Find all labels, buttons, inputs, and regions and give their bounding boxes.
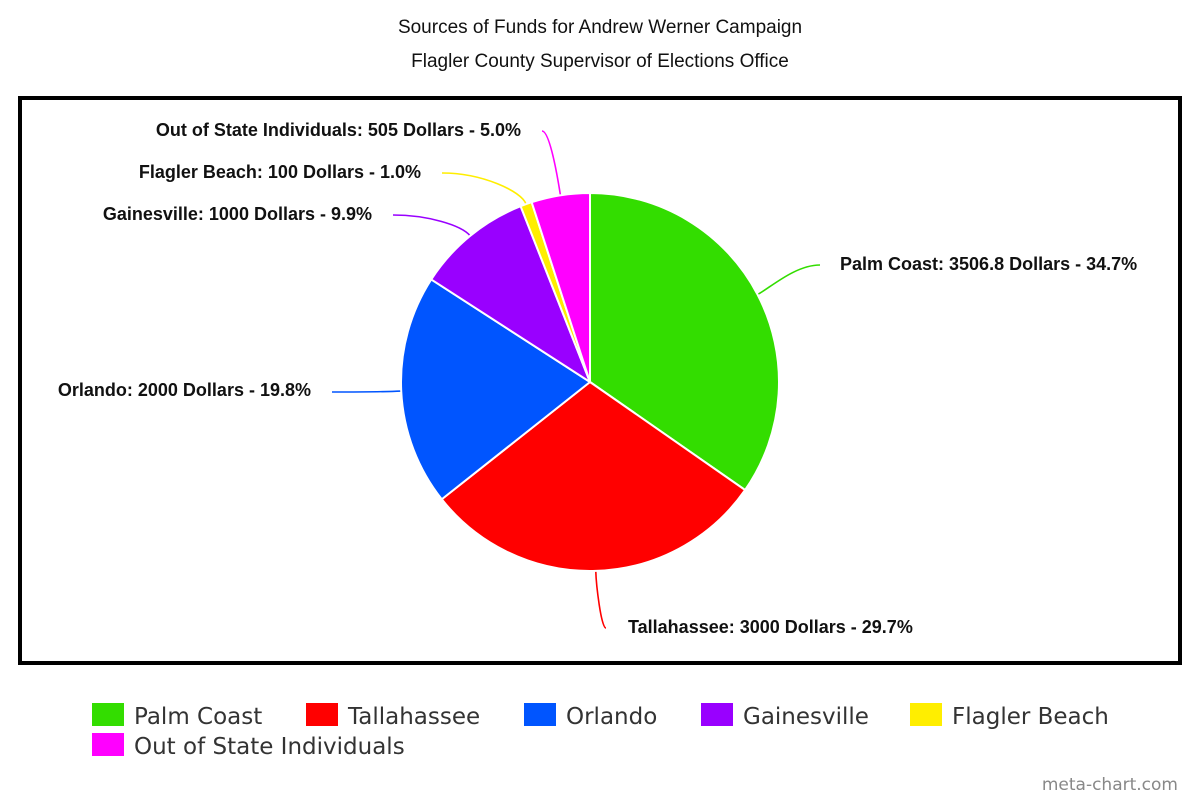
leader-line-orlando	[331, 390, 402, 393]
legend-label: Palm Coast	[134, 704, 262, 730]
legend-label: Flagler Beach	[952, 704, 1109, 730]
pie-slices	[400, 191, 780, 572]
slice-label-tallahassee: Tallahassee: 3000 Dollars - 29.7%	[628, 617, 913, 637]
chart-subtitle: Flagler County Supervisor of Elections O…	[411, 51, 789, 72]
leader-line-flagler-beach	[441, 172, 527, 205]
slice-label-palm-coast: Palm Coast: 3506.8 Dollars - 34.7%	[840, 254, 1137, 274]
legend-swatch	[306, 703, 338, 726]
legend-item-orlando: Orlando	[524, 703, 657, 730]
slice-label-gainesville: Gainesville: 1000 Dollars - 9.9%	[103, 204, 372, 224]
legend-label: Orlando	[566, 704, 657, 730]
pie-slice-tallahassee	[440, 380, 747, 572]
legend-label: Out of State Individuals	[134, 734, 405, 760]
legend-item-flagler-beach: Flagler Beach	[910, 703, 1109, 730]
legend-swatch	[92, 733, 124, 756]
legend-item-tallahassee: Tallahassee	[306, 703, 480, 730]
slice-labels: Palm Coast: 3506.8 Dollars - 34.7% Tallah…	[58, 120, 1137, 637]
legend-swatch	[701, 703, 733, 726]
pie-slice-gainesville	[429, 204, 593, 385]
leader-line-palm-coast	[757, 264, 821, 296]
legend-swatch	[92, 703, 124, 726]
legend-label: Tallahassee	[347, 704, 480, 730]
leader-line-out-of-state-individuals	[541, 130, 562, 196]
legend-item-out-of-state-individuals: Out of State Individuals	[92, 733, 405, 760]
legend: Palm Coast Tallahassee Orlando Gainesville F…	[92, 703, 1109, 760]
legend-item-gainesville: Gainesville	[701, 703, 869, 730]
leader-line-gainesville	[392, 214, 471, 237]
legend-swatch	[524, 703, 556, 726]
legend-swatch	[910, 703, 942, 726]
pie-slice-orlando	[400, 278, 592, 501]
slice-label-orlando: Orlando: 2000 Dollars - 19.8%	[58, 380, 311, 400]
legend-label: Gainesville	[743, 704, 869, 730]
slice-label-flagler-beach: Flagler Beach: 100 Dollars - 1.0%	[139, 162, 421, 182]
pie-slice-out-of-state-individuals	[530, 191, 591, 383]
legend-item-palm-coast: Palm Coast	[92, 703, 262, 730]
slice-label-out-of-state-individuals: Out of State Individuals: 505 Dollars - …	[156, 120, 521, 140]
leader-line-tallahassee	[594, 570, 607, 629]
chart-title: Sources of Funds for Andrew Werner Campa…	[398, 17, 802, 38]
label-leader-lines	[331, 130, 821, 629]
pie-slice-palm-coast	[589, 191, 780, 492]
watermark: meta-chart.com	[1042, 775, 1178, 795]
